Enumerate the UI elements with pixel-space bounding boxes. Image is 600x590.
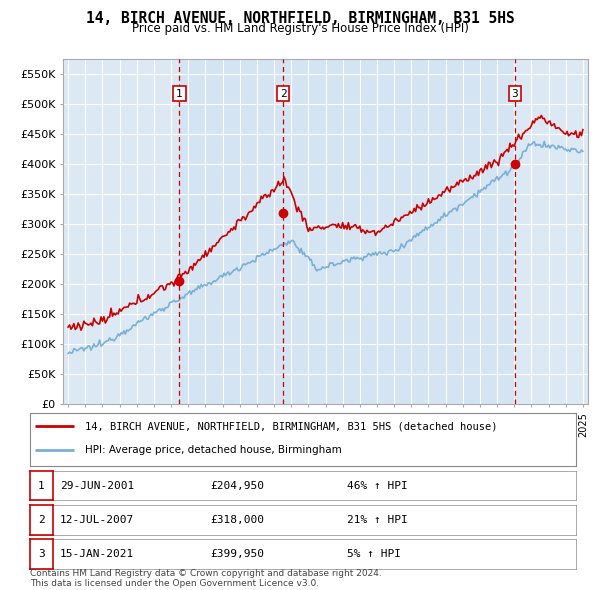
Text: 3: 3 bbox=[512, 88, 518, 99]
Text: 29-JUN-2001: 29-JUN-2001 bbox=[60, 481, 134, 490]
Text: HPI: Average price, detached house, Birmingham: HPI: Average price, detached house, Birm… bbox=[85, 445, 341, 455]
Text: 1: 1 bbox=[38, 481, 45, 490]
Text: 14, BIRCH AVENUE, NORTHFIELD, BIRMINGHAM, B31 5HS: 14, BIRCH AVENUE, NORTHFIELD, BIRMINGHAM… bbox=[86, 11, 514, 25]
Text: Contains HM Land Registry data © Crown copyright and database right 2024.
This d: Contains HM Land Registry data © Crown c… bbox=[30, 569, 382, 588]
Text: £318,000: £318,000 bbox=[210, 515, 264, 525]
Text: Price paid vs. HM Land Registry's House Price Index (HPI): Price paid vs. HM Land Registry's House … bbox=[131, 22, 469, 35]
Text: 5% ↑ HPI: 5% ↑ HPI bbox=[347, 549, 401, 559]
Text: £399,950: £399,950 bbox=[210, 549, 264, 559]
Text: 14, BIRCH AVENUE, NORTHFIELD, BIRMINGHAM, B31 5HS (detached house): 14, BIRCH AVENUE, NORTHFIELD, BIRMINGHAM… bbox=[85, 421, 497, 431]
Text: 21% ↑ HPI: 21% ↑ HPI bbox=[347, 515, 407, 525]
Text: 1: 1 bbox=[176, 88, 183, 99]
Text: 2: 2 bbox=[280, 88, 286, 99]
Text: 46% ↑ HPI: 46% ↑ HPI bbox=[347, 481, 407, 490]
Text: 12-JUL-2007: 12-JUL-2007 bbox=[60, 515, 134, 525]
Text: £204,950: £204,950 bbox=[210, 481, 264, 490]
Bar bbox=[179, 59, 515, 404]
Text: 3: 3 bbox=[38, 549, 45, 559]
Text: 2: 2 bbox=[38, 515, 45, 525]
Text: 15-JAN-2021: 15-JAN-2021 bbox=[60, 549, 134, 559]
